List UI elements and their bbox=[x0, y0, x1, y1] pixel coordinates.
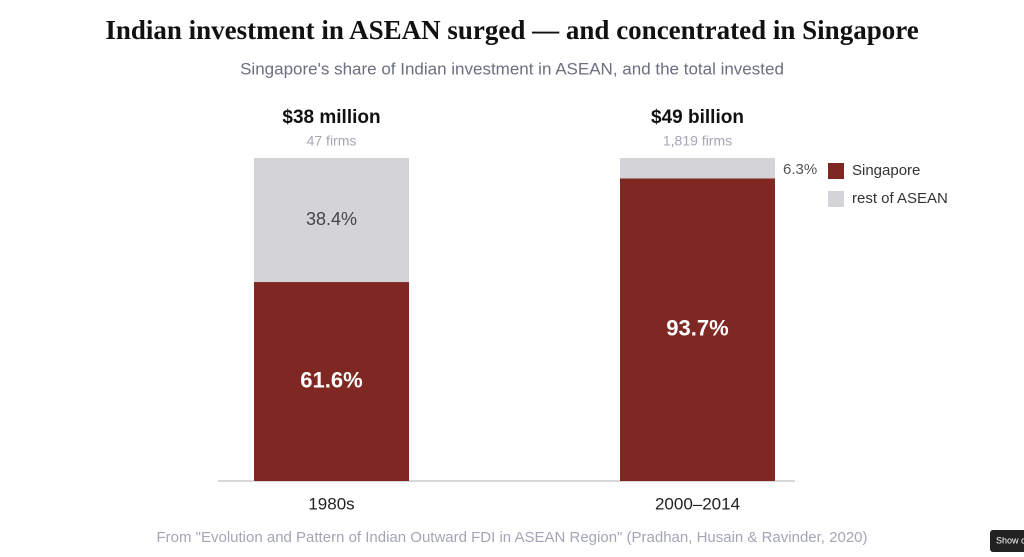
chart-title: Indian investment in ASEAN surged — and … bbox=[105, 15, 918, 45]
value-label: 61.6% bbox=[300, 367, 362, 392]
value-label: 93.7% bbox=[666, 315, 728, 340]
legend-label: rest of ASEAN bbox=[852, 190, 948, 207]
chart-subtitle: Singapore's share of Indian investment i… bbox=[240, 59, 784, 78]
bar-segment bbox=[620, 158, 775, 179]
show-button-label[interactable]: Show c bbox=[996, 535, 1024, 545]
legend-swatch bbox=[828, 163, 844, 179]
bar-segment bbox=[254, 158, 409, 283]
total-label: $38 million bbox=[282, 107, 380, 128]
legend-swatch bbox=[828, 191, 844, 207]
bar-segment bbox=[620, 178, 775, 481]
value-label: 38.4% bbox=[306, 209, 357, 229]
legend-label: Singapore bbox=[852, 162, 920, 179]
value-label: 6.3% bbox=[783, 161, 817, 178]
firms-label: 47 firms bbox=[307, 133, 357, 149]
bar-segment bbox=[254, 282, 409, 481]
source-note: From "Evolution and Pattern of Indian Ou… bbox=[156, 529, 867, 546]
total-label: $49 billion bbox=[651, 107, 744, 128]
x-tick-label: 2000–2014 bbox=[655, 494, 740, 513]
x-tick-label: 1980s bbox=[308, 494, 354, 513]
firms-label: 1,819 firms bbox=[663, 133, 732, 149]
show-button[interactable] bbox=[990, 530, 1024, 552]
